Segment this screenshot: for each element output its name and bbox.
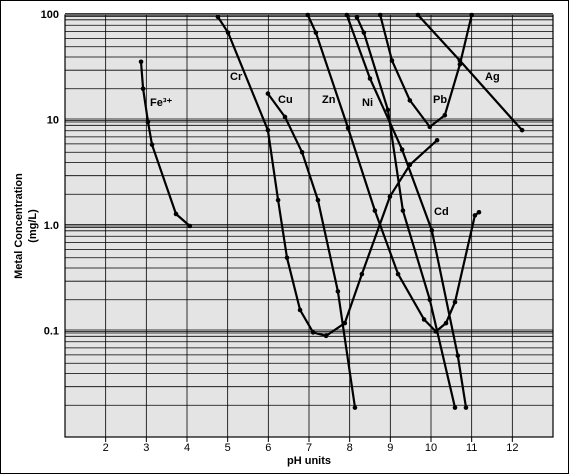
data-point <box>377 12 383 18</box>
data-point <box>149 142 155 147</box>
data-point <box>359 271 365 277</box>
x-tick-label: 12 <box>506 442 518 454</box>
data-point <box>310 330 316 335</box>
x-tick-label: 6 <box>265 442 271 454</box>
y-tick-label: 1.0 <box>44 220 59 232</box>
data-point <box>429 228 435 233</box>
data-point <box>265 91 271 96</box>
data-point <box>415 12 421 18</box>
data-point <box>297 307 303 313</box>
x-tick-label: 4 <box>184 442 190 454</box>
data-point <box>455 353 461 358</box>
data-point <box>344 12 350 18</box>
data-point <box>452 299 458 305</box>
series-label: Ag <box>485 71 500 83</box>
data-point <box>367 76 373 81</box>
metal-curve <box>267 92 357 408</box>
series-label: Cr <box>230 71 243 83</box>
data-point <box>275 197 281 203</box>
data-point <box>395 271 401 277</box>
metal-curve <box>345 14 468 408</box>
x-tick-label: 10 <box>425 442 437 454</box>
data-point <box>187 223 193 229</box>
data-point <box>400 208 406 213</box>
data-point <box>361 30 367 35</box>
data-point <box>452 405 458 410</box>
data-point <box>323 333 329 339</box>
data-point <box>385 107 391 113</box>
data-point <box>345 125 351 131</box>
y-tick-label: 10 <box>47 114 59 126</box>
data-point <box>442 113 448 118</box>
series-label: Cd <box>434 206 449 218</box>
data-point <box>305 12 311 18</box>
data-point <box>313 30 319 35</box>
data-point <box>421 317 427 322</box>
metal-curve <box>139 61 191 227</box>
data-point <box>427 124 433 130</box>
x-tick-label: 5 <box>225 442 231 454</box>
data-point <box>352 405 358 410</box>
data-point <box>140 86 146 92</box>
series-label: Ni <box>362 97 373 109</box>
y-axis-title: (mg/L) <box>27 209 39 243</box>
series-label: Cu <box>278 94 293 106</box>
data-point <box>463 405 469 410</box>
data-point <box>145 119 151 125</box>
x-tick-label: 9 <box>387 442 393 454</box>
data-point <box>519 127 525 133</box>
data-point <box>407 98 413 103</box>
data-point <box>173 211 179 217</box>
x-tick-label: 7 <box>306 442 312 454</box>
y-axis-title: Metal Concentration <box>13 173 25 279</box>
data-point <box>354 15 360 20</box>
data-point <box>469 12 474 18</box>
y-tick-label: 100 <box>41 9 59 21</box>
data-point <box>335 289 341 294</box>
series-label: Zn <box>322 94 336 106</box>
data-point <box>265 127 271 133</box>
y-tick-label: 0.1 <box>44 325 59 337</box>
data-point <box>476 209 482 215</box>
x-axis-title: pH units <box>287 455 331 467</box>
x-tick-label: 3 <box>143 442 149 454</box>
data-point <box>399 147 405 152</box>
data-point <box>215 14 221 20</box>
data-point <box>457 58 463 63</box>
data-point <box>389 58 395 63</box>
data-point <box>225 30 231 35</box>
x-tick-label: 11 <box>466 442 477 454</box>
data-point <box>472 213 478 218</box>
metal-curve <box>355 16 457 408</box>
data-point <box>427 297 433 303</box>
data-point <box>284 255 290 261</box>
data-point <box>315 197 321 203</box>
data-point <box>138 59 144 65</box>
series-label: Pb <box>433 94 447 106</box>
data-point <box>443 320 449 326</box>
data-point <box>434 137 440 143</box>
x-tick-label: 8 <box>347 442 353 454</box>
series-label: Fe³⁺ <box>150 97 173 109</box>
x-tick-label: 2 <box>103 442 109 454</box>
data-point <box>282 114 288 120</box>
data-point <box>372 208 378 213</box>
data-point <box>299 149 305 155</box>
data-point <box>387 194 393 199</box>
